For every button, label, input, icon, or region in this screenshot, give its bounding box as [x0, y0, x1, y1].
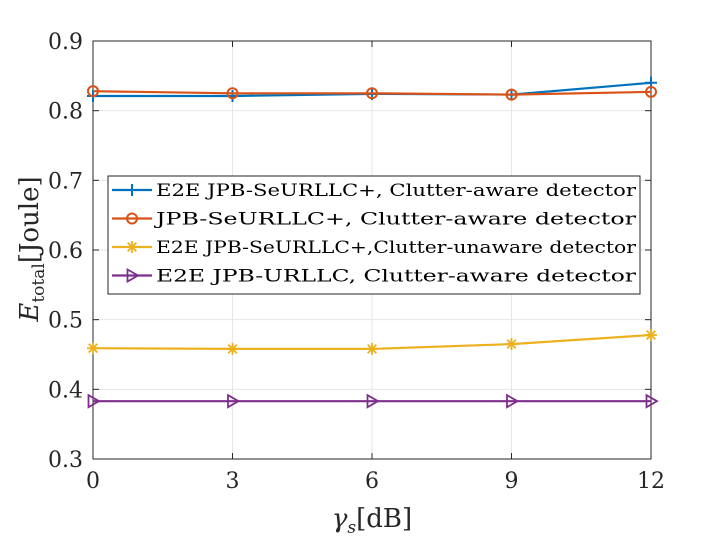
- legend-label: E2E JPB-SeURLLC+,Clutter-unaware detecto…: [156, 238, 637, 258]
- x-tick-label: 12: [637, 469, 665, 494]
- data-point: [126, 184, 138, 196]
- x-axis-label: γs[dB]: [332, 504, 412, 538]
- legend-box: [107, 175, 641, 295]
- data-point: [87, 393, 101, 409]
- y-tick-label: 0.6: [48, 239, 83, 264]
- data-point: [645, 393, 659, 409]
- series-line: [92, 90, 652, 96]
- legend: E2E JPB-SeURLLC+, Clutter-aware detector…: [107, 175, 641, 295]
- data-point: [505, 338, 518, 351]
- y-tick-label: 0.9: [48, 30, 83, 55]
- data-point: [366, 87, 378, 100]
- y-tick-label: 0.4: [48, 378, 83, 403]
- legend-entry: E2E JPB-SeURLLC+,Clutter-unaware detecto…: [112, 238, 637, 258]
- data-point: [126, 241, 138, 253]
- series-layer: [87, 76, 659, 409]
- data-point: [226, 342, 239, 355]
- data-point: [366, 342, 378, 355]
- y-axis-label: Etotal[Joule]: [15, 176, 49, 322]
- series-2: [87, 85, 657, 101]
- x-tick-label: 9: [505, 469, 519, 494]
- data-point: [226, 87, 239, 100]
- series-4: [87, 393, 659, 409]
- data-point: [87, 85, 99, 98]
- data-point: [645, 328, 657, 341]
- data-point: [505, 88, 518, 101]
- data-point: [87, 342, 99, 355]
- data-point: [126, 212, 138, 225]
- y-tick-label: 0.8: [48, 100, 83, 125]
- x-tick-label: 0: [86, 469, 100, 494]
- series-3: [87, 328, 657, 355]
- legend-entry: JPB-SeURLLC+, Clutter-aware detector: [112, 210, 637, 230]
- x-tick-label: 6: [365, 469, 379, 494]
- x-tick-label: 3: [226, 469, 240, 494]
- legend-label: JPB-SeURLLC+, Clutter-aware detector: [153, 210, 637, 230]
- legend-label: E2E JPB-URLLC, Clutter-aware detector: [156, 267, 637, 287]
- data-point: [645, 85, 657, 98]
- data-point: [506, 393, 520, 409]
- axis-ticks: 0 3 6 9 12 0.3 0.4 0.5 0.6 0.7 0.8 0.9: [48, 30, 665, 494]
- legend-label: E2E JPB-SeURLLC+, Clutter-aware detector: [156, 181, 637, 201]
- legend-entry: E2E JPB-SeURLLC+, Clutter-aware detector: [112, 181, 637, 201]
- data-point: [126, 267, 140, 284]
- y-tick-label: 0.5: [48, 309, 83, 334]
- legend-entry: E2E JPB-URLLC, Clutter-aware detector: [112, 267, 637, 287]
- y-tick-label: 0.7: [48, 169, 83, 194]
- data-point: [227, 393, 241, 409]
- data-point: [366, 393, 380, 409]
- y-tick-label: 0.3: [48, 448, 83, 473]
